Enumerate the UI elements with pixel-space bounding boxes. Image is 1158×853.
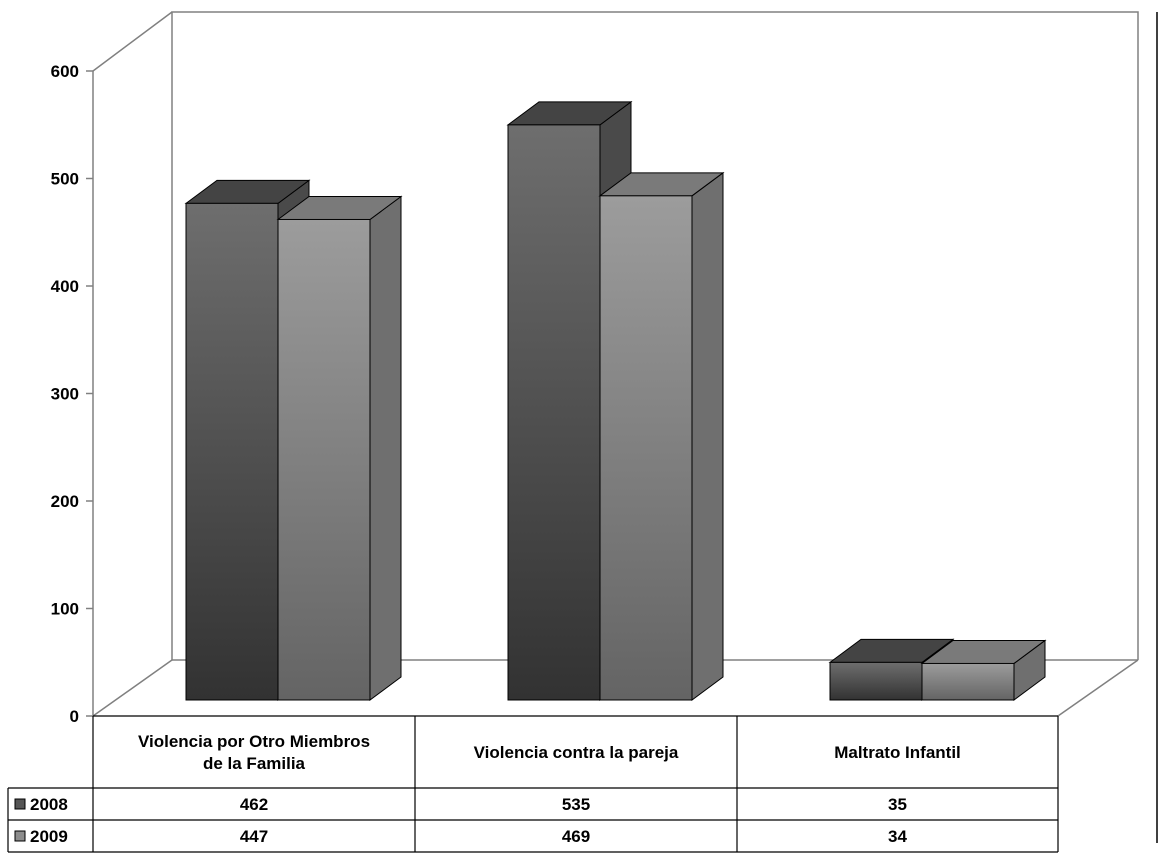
bar-front (599, 195, 693, 701)
wall-top-edge (92, 11, 173, 72)
data-value: 462 (240, 795, 268, 814)
bar-front (829, 661, 923, 701)
bar-2009-2 (598, 171, 725, 701)
y-tick-label: 500 (51, 170, 79, 189)
bar-side (369, 195, 402, 701)
bar-side (691, 171, 724, 701)
bars (184, 100, 1047, 701)
data-value: 447 (240, 827, 268, 846)
data-table: Violencia por Otro Miembros de la Familia… (7, 715, 1059, 853)
category-label: Violencia contra la pareja (474, 743, 679, 762)
y-tick-label: 400 (51, 277, 79, 296)
y-tick-label: 600 (51, 62, 79, 81)
y-tick-label: 100 (51, 600, 79, 619)
bar-front (921, 662, 1015, 701)
series-name: 2008 (30, 795, 68, 814)
data-value: 34 (888, 827, 907, 846)
data-value: 469 (562, 827, 590, 846)
floor-right-edge (1057, 659, 1139, 717)
y-axis: 0 100 200 300 400 500 600 (51, 62, 94, 726)
back-wall (171, 11, 1139, 660)
data-value: 35 (888, 795, 907, 814)
bar-front (507, 124, 601, 701)
y-tick-label: 0 (70, 707, 79, 726)
bar-front (277, 218, 371, 701)
bar-2009-1 (276, 195, 403, 701)
category-label: de la Familia (203, 754, 306, 773)
y-tick-label: 300 (51, 385, 79, 404)
floor-left-edge (92, 659, 173, 717)
series-name: 2009 (30, 827, 68, 846)
data-value: 535 (562, 795, 590, 814)
category-label: Violencia por Otro Miembros (138, 732, 370, 751)
y-tick-label: 200 (51, 492, 79, 511)
category-label: Maltrato Infantil (834, 743, 961, 762)
legend-key-2008 (14, 798, 26, 810)
bar-2008-2 (506, 100, 633, 701)
legend-key-2009 (14, 830, 26, 842)
bar-front (185, 202, 279, 701)
bar-2009-3 (920, 639, 1047, 701)
